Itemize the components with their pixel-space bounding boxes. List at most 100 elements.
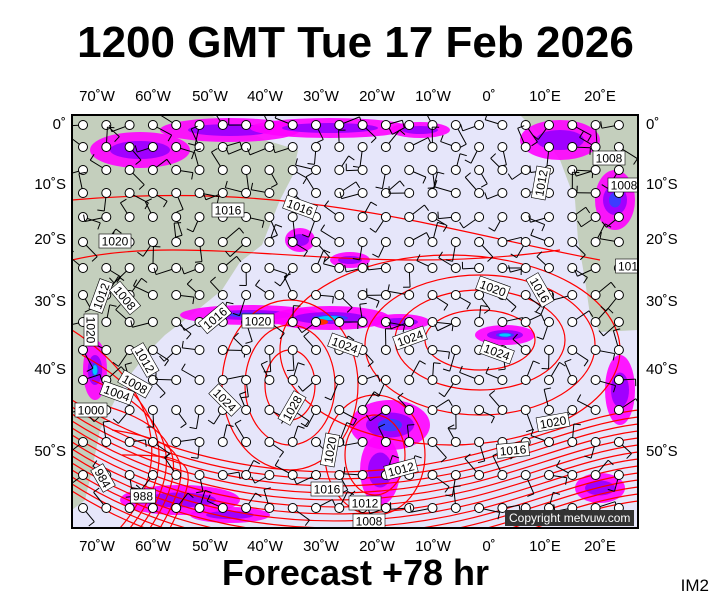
station-circle bbox=[311, 375, 321, 385]
wind-barb-feather bbox=[332, 296, 334, 304]
station-circle bbox=[101, 437, 112, 447]
station-circle bbox=[171, 212, 182, 222]
station-circle bbox=[171, 263, 182, 273]
longitude-tick-bottom: 20˚E bbox=[584, 538, 616, 555]
wind-barb-feather bbox=[190, 456, 199, 459]
station-circle bbox=[311, 165, 321, 175]
wind-barb-feather bbox=[633, 158, 638, 165]
latitude-tick-left: 30˚S bbox=[34, 293, 66, 310]
latitude-tick-left: 40˚S bbox=[34, 361, 66, 378]
station-circle bbox=[427, 405, 438, 415]
wind-barb-feather bbox=[163, 200, 168, 208]
wind-barb-feather bbox=[440, 457, 447, 463]
station-circle bbox=[287, 165, 298, 175]
wind-barb-feather bbox=[397, 392, 404, 398]
station-circle bbox=[544, 470, 554, 480]
station-circle bbox=[520, 317, 531, 327]
station-circle bbox=[380, 263, 391, 273]
station-circle bbox=[427, 470, 438, 480]
wind-barb-feather bbox=[109, 124, 113, 132]
wind-barb-feather bbox=[445, 494, 453, 497]
station-circle bbox=[613, 345, 624, 355]
station-circle bbox=[520, 405, 531, 415]
wind-barb-feather bbox=[253, 459, 260, 465]
latitude-tick-left: 50˚S bbox=[34, 443, 66, 460]
station-circle bbox=[544, 317, 554, 327]
wind-barb-feather bbox=[133, 279, 138, 287]
wind-barb-feather bbox=[272, 145, 276, 153]
station-circle bbox=[357, 317, 368, 327]
station-circle bbox=[590, 237, 601, 247]
wind-barb-feather bbox=[529, 165, 532, 173]
wind-barb-feather bbox=[434, 324, 439, 331]
station-circle bbox=[474, 503, 485, 513]
station-circle bbox=[287, 290, 298, 300]
station-circle bbox=[334, 120, 345, 130]
wind-barb-feather bbox=[245, 340, 253, 344]
station-circle bbox=[311, 142, 321, 152]
station-circle bbox=[78, 120, 88, 130]
wind-barb-feather bbox=[186, 228, 194, 233]
isobar bbox=[344, 414, 406, 496]
station-circle bbox=[194, 437, 205, 447]
wind-barb-feather bbox=[137, 251, 144, 257]
station-circle bbox=[544, 263, 554, 273]
wind-barb-feather bbox=[348, 155, 355, 161]
isobar-label: 1012 bbox=[530, 165, 552, 201]
wind-barb-feather bbox=[453, 485, 461, 488]
station-circle bbox=[380, 290, 391, 300]
station-circle bbox=[264, 470, 275, 480]
wind-barb-feather bbox=[447, 424, 455, 429]
wind-barb-feather bbox=[531, 141, 538, 147]
wind-barb-feather bbox=[344, 264, 347, 273]
wind-barb-feather bbox=[483, 308, 491, 314]
station-circle bbox=[171, 120, 182, 130]
station-circle bbox=[147, 188, 158, 198]
wind-barb-feather bbox=[438, 392, 445, 398]
station-circle bbox=[147, 317, 158, 327]
station-circle bbox=[613, 375, 624, 385]
station-circle bbox=[101, 345, 112, 355]
wind-barb-feather bbox=[284, 273, 291, 278]
station-circle bbox=[427, 437, 438, 447]
station-circle bbox=[171, 470, 182, 480]
wind-barb-feather bbox=[460, 124, 464, 131]
station-circle bbox=[474, 263, 485, 273]
station-circle bbox=[520, 290, 531, 300]
wind-barb-feather bbox=[107, 126, 115, 129]
wind-barb-feather bbox=[533, 360, 540, 365]
wind-barb-feather bbox=[293, 305, 301, 307]
svg-text:1020: 1020 bbox=[321, 435, 339, 464]
isobar-label: 1020 bbox=[241, 313, 275, 329]
station-circle bbox=[264, 142, 275, 152]
wind-barb-feather bbox=[323, 256, 330, 263]
station-circle bbox=[590, 375, 601, 385]
station-circle bbox=[404, 142, 415, 152]
station-circle bbox=[241, 165, 252, 175]
latitude-tick-left: 20˚S bbox=[34, 231, 66, 248]
station-circle bbox=[590, 165, 601, 175]
latitude-tick-right: 0˚ bbox=[646, 116, 660, 133]
wind-barb-feather bbox=[239, 391, 247, 395]
station-circle bbox=[334, 405, 345, 415]
wind-barb-feather bbox=[301, 234, 309, 238]
wind-barb-feather bbox=[343, 466, 346, 474]
station-circle bbox=[567, 437, 578, 447]
station-circle bbox=[497, 317, 508, 327]
wind-barb-feather bbox=[459, 153, 467, 157]
wind-barb-feather bbox=[464, 159, 472, 164]
station-circle bbox=[357, 470, 368, 480]
wind-barb-feather bbox=[347, 335, 355, 341]
station-circle bbox=[171, 437, 182, 447]
wind-barb-feather bbox=[175, 234, 183, 238]
station-circle bbox=[334, 290, 345, 300]
isobar-label: 1012 bbox=[383, 457, 419, 481]
svg-text:101: 101 bbox=[618, 260, 638, 274]
longitude-tick-bottom: 50˚W bbox=[192, 538, 228, 555]
wind-barb-feather bbox=[190, 125, 198, 130]
station-circle bbox=[450, 212, 461, 222]
station-circle bbox=[194, 212, 205, 222]
wind-barb-feather bbox=[214, 108, 220, 112]
wind-barb-feather bbox=[433, 362, 441, 364]
longitude-tick-top: 40˚W bbox=[247, 88, 283, 105]
